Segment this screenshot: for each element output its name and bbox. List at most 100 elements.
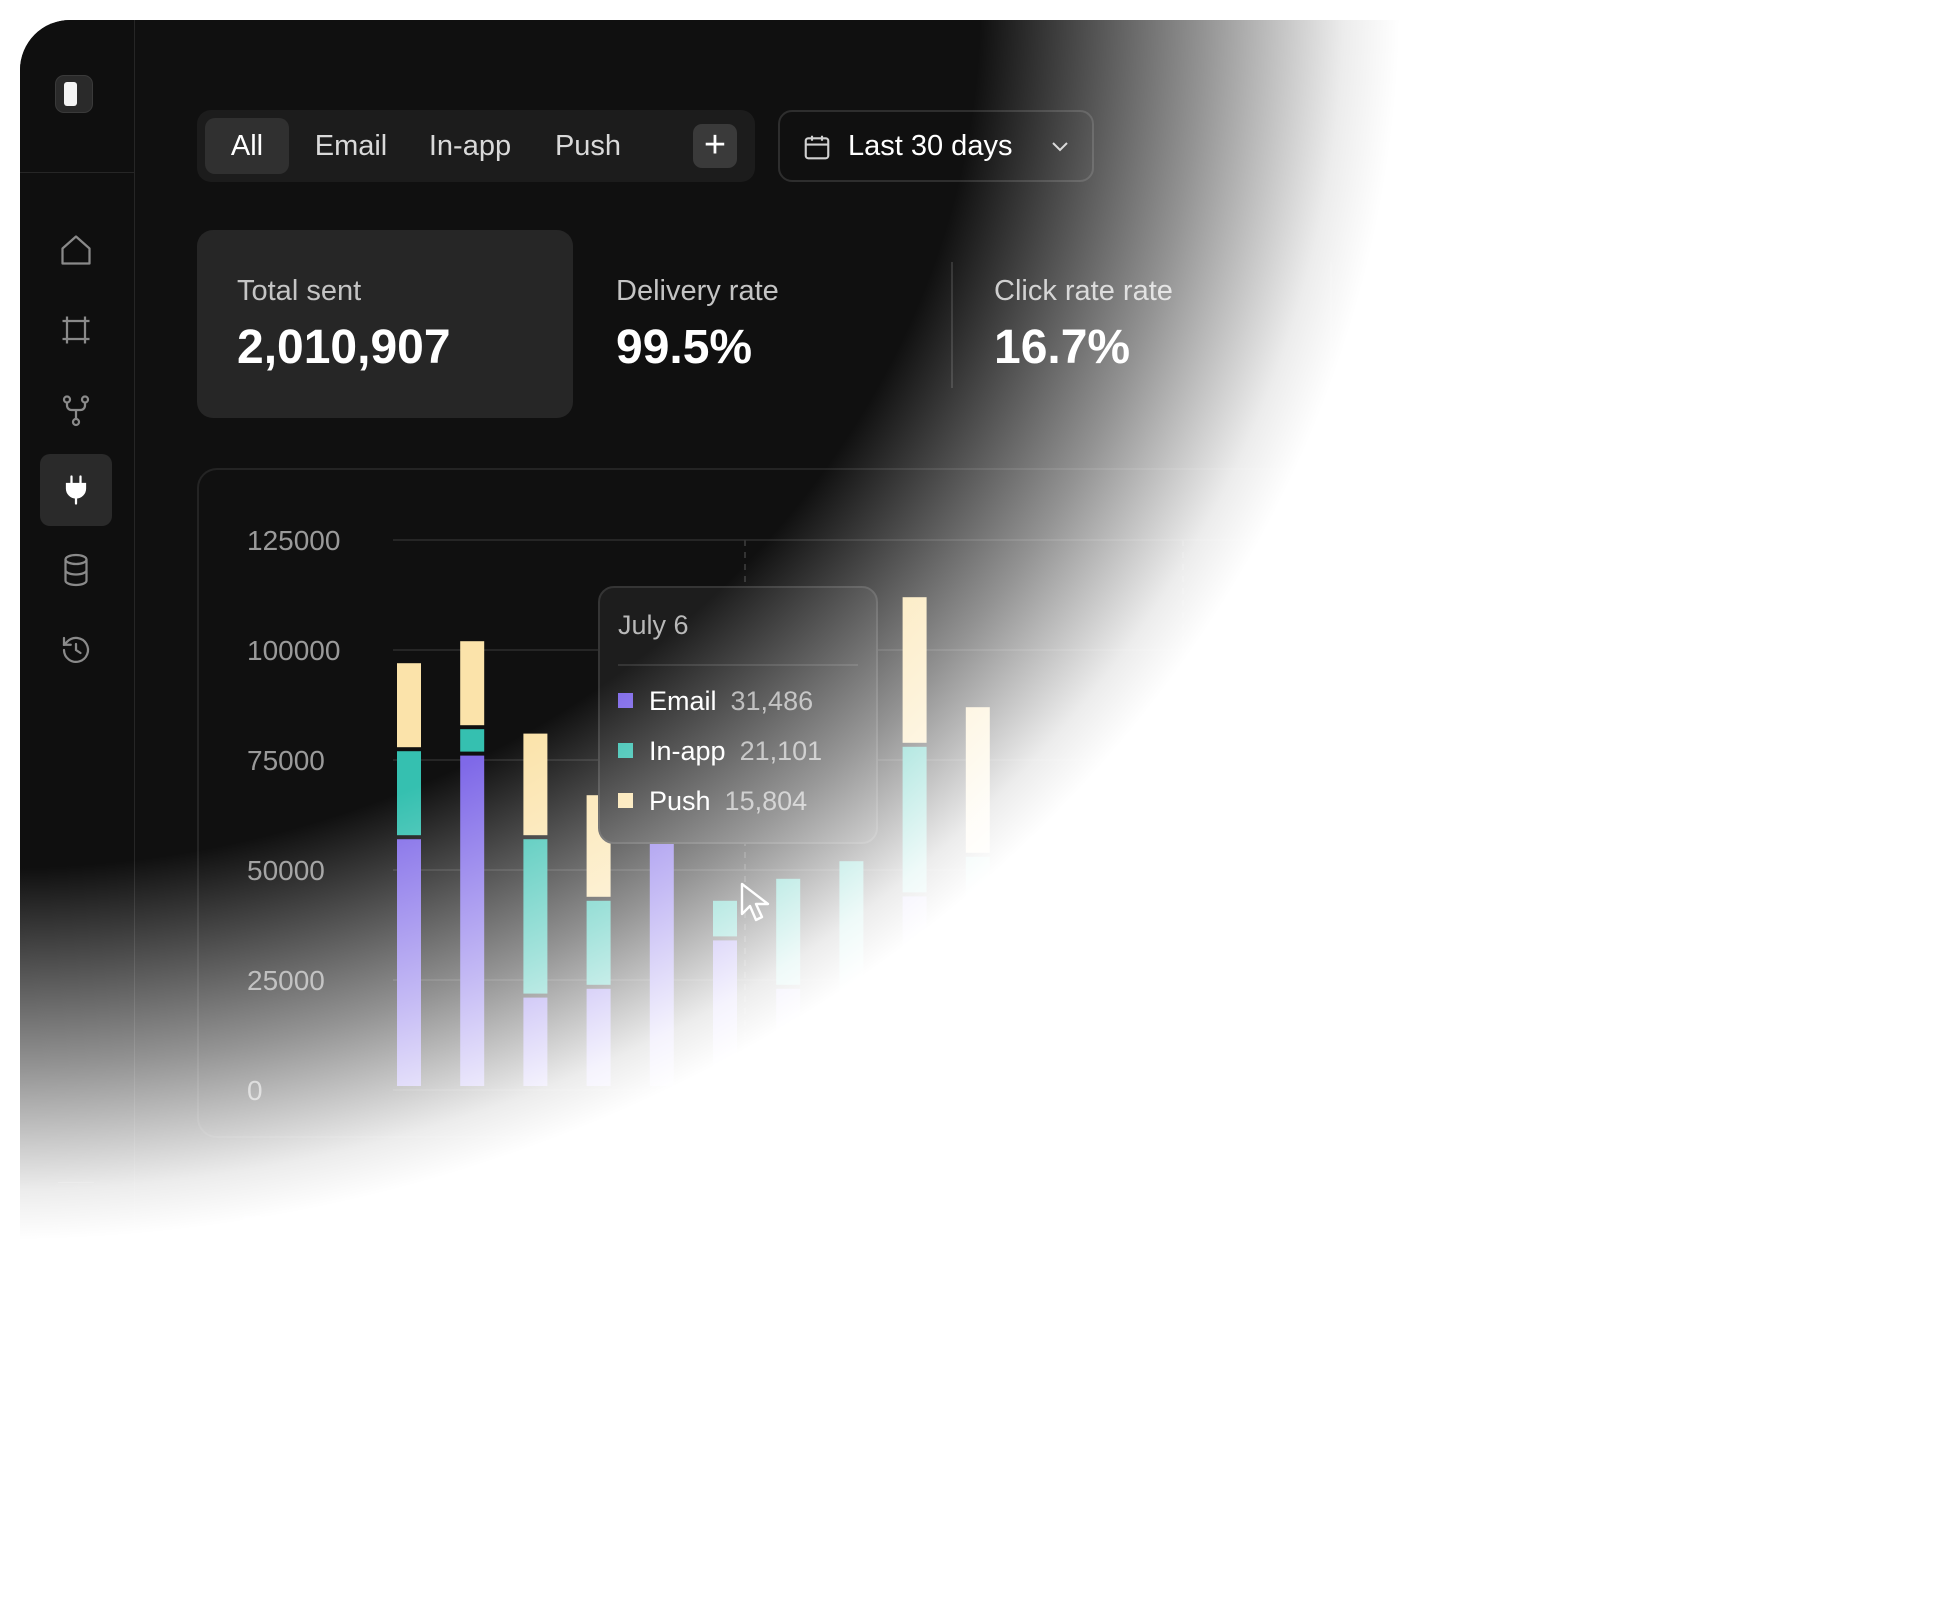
database-icon[interactable] bbox=[40, 534, 112, 606]
home-icon[interactable] bbox=[40, 214, 112, 286]
bar-segment-email[interactable] bbox=[1597, 826, 1622, 1086]
provider-name: Acme Primary bbox=[331, 1324, 532, 1360]
list-item[interactable]: Acme VIP Twilio Se bbox=[197, 1410, 1757, 1548]
in-app-swatch bbox=[618, 743, 633, 758]
tab-email[interactable]: Email bbox=[314, 130, 388, 162]
stat-label: Click rate rate bbox=[994, 275, 1173, 307]
bar-segment-email[interactable] bbox=[586, 988, 611, 1086]
bar-segment-inapp[interactable] bbox=[1281, 711, 1306, 814]
bar-segment-email[interactable] bbox=[1345, 887, 1369, 1086]
docs-book-icon[interactable] bbox=[40, 1322, 112, 1394]
bar-segment-inapp[interactable] bbox=[839, 861, 864, 1007]
bar-segment-email[interactable] bbox=[965, 1002, 990, 1086]
bar-segment-push[interactable] bbox=[1345, 694, 1369, 778]
bar-segment-email[interactable] bbox=[1534, 896, 1559, 1086]
legend-label: Email bbox=[281, 1210, 354, 1242]
tooltip-row-name: Email bbox=[649, 686, 717, 716]
bar-segment-inapp[interactable] bbox=[776, 878, 801, 985]
y-tick-label: 75000 bbox=[247, 745, 325, 776]
bar-segment-push[interactable] bbox=[397, 663, 421, 748]
bar-segment-push[interactable] bbox=[902, 597, 927, 743]
provider-type: Gmail bbox=[683, 1324, 767, 1360]
date-range-label: Last 30 days bbox=[848, 130, 1013, 162]
stat-click-rate[interactable]: Click rate rate 16.7% bbox=[994, 275, 1173, 375]
history-icon[interactable] bbox=[40, 614, 112, 686]
bar-segment-email[interactable] bbox=[1029, 1050, 1053, 1086]
bar-segment-email[interactable] bbox=[713, 940, 737, 1086]
bar-segment-inapp[interactable] bbox=[1345, 782, 1369, 884]
logo-area bbox=[20, 20, 134, 173]
integrations-plug-icon[interactable] bbox=[40, 454, 112, 526]
bar-segment-email[interactable] bbox=[523, 997, 548, 1086]
stat-value: 2,010,907 bbox=[237, 321, 451, 374]
sidebar-divider bbox=[58, 1182, 94, 1183]
stat-label: Total sent bbox=[237, 275, 362, 307]
bar-segment-email[interactable] bbox=[1155, 949, 1180, 1086]
bar-segment-push[interactable] bbox=[1155, 755, 1180, 858]
bar-segment-inapp[interactable] bbox=[902, 746, 927, 893]
stat-label: Delivery rate bbox=[616, 275, 779, 307]
bar-segment-email[interactable] bbox=[839, 1010, 864, 1086]
code-icon[interactable] bbox=[40, 1410, 112, 1482]
bar-segment-inapp[interactable] bbox=[586, 900, 611, 985]
bar-segment-inapp[interactable] bbox=[523, 839, 548, 994]
bar-segment-push[interactable] bbox=[460, 641, 485, 726]
workflow-branch-icon[interactable] bbox=[40, 374, 112, 446]
bar-segment-inapp[interactable] bbox=[1092, 900, 1117, 985]
stat-delivery-rate[interactable]: Delivery rate 99.5% bbox=[616, 275, 779, 375]
stat-error-rate[interactable]: Error rate 0.12% bbox=[1373, 275, 1509, 375]
bar-segment-push[interactable] bbox=[1029, 861, 1053, 897]
chart-tooltip: July 6 Email 31,486 In-app 21,101 Push 15,8… bbox=[598, 586, 878, 844]
section-label-email: Email bbox=[243, 1210, 354, 1243]
bar-segment-inapp[interactable] bbox=[397, 751, 421, 836]
bar-segment-inapp[interactable] bbox=[965, 856, 990, 998]
tooltip-row-value: 31,486 bbox=[730, 686, 814, 716]
add-channel-button[interactable]: + bbox=[693, 124, 737, 168]
bar-segment-inapp[interactable] bbox=[1029, 900, 1053, 1047]
chevron-down-icon bbox=[1052, 142, 1068, 152]
bar-segment-email[interactable] bbox=[902, 896, 927, 1086]
y-tick-label: 25000 bbox=[247, 965, 325, 996]
bar-segment-inapp[interactable] bbox=[1155, 861, 1180, 946]
tooltip-row-value: 15,804 bbox=[724, 786, 808, 816]
chart-panel: 125000 100000 75000 50000 25000 0 bbox=[197, 468, 1759, 1138]
y-tick-label: 100000 bbox=[247, 635, 340, 666]
bar-segment-push[interactable] bbox=[1471, 716, 1496, 800]
bar-segment-email[interactable] bbox=[1408, 975, 1433, 1086]
stat-total-sent[interactable]: Total sent 2,010,907 bbox=[237, 275, 451, 375]
push-swatch bbox=[618, 793, 633, 808]
bar-segment-inapp[interactable] bbox=[1218, 861, 1243, 946]
bar-segment-email[interactable] bbox=[1281, 817, 1306, 1086]
bar-segment-email[interactable] bbox=[460, 755, 485, 1086]
bar-segment-inapp[interactable] bbox=[1408, 870, 1433, 972]
tooltip-row-name: In-app bbox=[649, 736, 726, 766]
bar-segment-inapp[interactable] bbox=[1471, 804, 1496, 888]
bar-segment-inapp[interactable] bbox=[713, 900, 737, 937]
list-item[interactable]: Acme Primary Gmail bbox=[197, 1272, 1757, 1410]
bar-segment-push[interactable] bbox=[1408, 768, 1433, 866]
email-swatch bbox=[618, 693, 633, 708]
bar-segment-email[interactable] bbox=[1092, 988, 1117, 1086]
send-icon[interactable] bbox=[40, 1234, 112, 1306]
bar-segment-inapp[interactable] bbox=[460, 729, 485, 752]
tooltip-title: July 6 bbox=[618, 610, 689, 640]
bar-segment-email[interactable] bbox=[776, 988, 801, 1086]
bar-segment-email[interactable] bbox=[1218, 949, 1243, 1086]
tab-in-app[interactable]: In-app bbox=[428, 130, 512, 162]
bar-segment-push[interactable] bbox=[1281, 623, 1306, 708]
tab-all[interactable]: All bbox=[205, 118, 289, 174]
bar-segment-push[interactable] bbox=[1092, 799, 1117, 897]
bar-segment-push[interactable] bbox=[965, 707, 990, 853]
bar-segment-push[interactable] bbox=[1218, 755, 1243, 858]
tab-push[interactable]: Push bbox=[554, 130, 622, 162]
app-logo[interactable] bbox=[55, 75, 93, 113]
settings-gear-icon[interactable] bbox=[40, 1498, 112, 1570]
bar-segment-push[interactable] bbox=[1597, 676, 1622, 822]
stat-divider bbox=[1330, 262, 1332, 388]
date-range-dropdown[interactable]: Last 30 days bbox=[778, 110, 1094, 182]
bar-segment-push[interactable] bbox=[523, 733, 548, 836]
bar-segment-email[interactable] bbox=[1471, 892, 1496, 1086]
bar-segment-email[interactable] bbox=[649, 839, 674, 1086]
frame-icon[interactable] bbox=[40, 294, 112, 366]
bar-segment-email[interactable] bbox=[397, 839, 421, 1086]
